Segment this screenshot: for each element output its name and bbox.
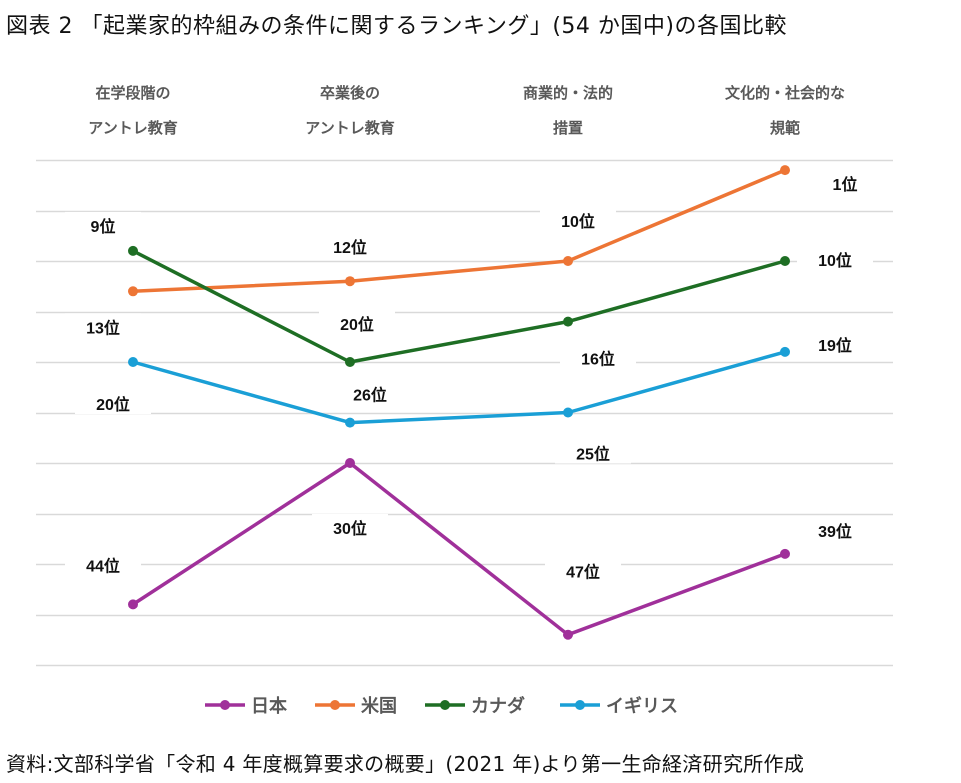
data-point bbox=[128, 599, 138, 610]
data-label: 47位 bbox=[566, 563, 600, 582]
data-point bbox=[563, 407, 573, 418]
figure-title: 図表 2 「起業家的枠組みの条件に関するランキング」(54 か国中)の各国比較 bbox=[6, 14, 787, 39]
data-point bbox=[345, 357, 355, 367]
data-label: 13位 bbox=[86, 318, 120, 337]
data-label-bg bbox=[332, 380, 408, 405]
data-point bbox=[345, 417, 355, 428]
data-point bbox=[563, 256, 573, 266]
data-label-bg bbox=[560, 344, 636, 369]
category-label: 規範 bbox=[770, 119, 800, 137]
data-label: 19位 bbox=[818, 336, 852, 355]
data-label: 1位 bbox=[833, 175, 858, 194]
data-point bbox=[563, 629, 573, 640]
data-point bbox=[780, 548, 790, 559]
series-line-uk bbox=[132, 350, 786, 425]
legend-marker-icon bbox=[220, 700, 230, 710]
category-label: 措置 bbox=[553, 119, 583, 137]
data-point bbox=[780, 346, 790, 357]
data-label: 16位 bbox=[581, 350, 615, 369]
source-note: 資料:文部科学省「令和 4 年度概算要求の概要」(2021 年)より第一生命経済… bbox=[6, 752, 805, 776]
data-point bbox=[780, 256, 790, 266]
data-point bbox=[345, 276, 355, 287]
series-line-usa bbox=[132, 168, 786, 294]
data-label: 20位 bbox=[340, 315, 374, 334]
data-label: 30位 bbox=[333, 519, 367, 538]
legend-marker-icon bbox=[575, 700, 585, 710]
data-point bbox=[128, 286, 138, 297]
category-label: アントレ教育 bbox=[88, 119, 177, 137]
category-label: 商業的・法的 bbox=[523, 84, 613, 102]
data-label: 9位 bbox=[91, 217, 116, 236]
series-line-canada bbox=[132, 249, 786, 364]
data-label-bg bbox=[807, 170, 883, 195]
data-label-bg bbox=[312, 233, 388, 258]
data-label-bg bbox=[65, 211, 141, 236]
data-label: 20位 bbox=[96, 395, 130, 414]
legend-item: 日本 bbox=[205, 695, 287, 717]
data-point bbox=[128, 245, 138, 256]
data-label-bg bbox=[555, 439, 631, 464]
data-point bbox=[563, 316, 573, 327]
legend-marker-icon bbox=[330, 700, 340, 710]
data-label-bg bbox=[65, 313, 141, 338]
data-point bbox=[345, 458, 355, 468]
data-labels: 44位 30位 47位 39位 13位 12位 10位 1位 9位 20位 16位 10位 20位 26位… bbox=[65, 170, 883, 582]
legend: 日本 米国 カナダ イギリス bbox=[205, 695, 678, 717]
data-point bbox=[780, 165, 790, 176]
data-label-bg bbox=[797, 516, 873, 541]
data-label-bg bbox=[75, 390, 151, 414]
category-label: 文化的・社会的な bbox=[725, 84, 845, 102]
data-label-bg bbox=[797, 246, 873, 270]
legend-label: カナダ bbox=[471, 695, 525, 717]
data-label-bg bbox=[545, 557, 621, 582]
legend-item: カナダ bbox=[425, 695, 525, 717]
data-label-bg bbox=[312, 514, 388, 538]
series-line-japan bbox=[132, 461, 786, 637]
data-label: 10位 bbox=[818, 251, 852, 270]
data-label: 44位 bbox=[86, 556, 120, 575]
category-label: 卒業後の bbox=[320, 84, 380, 102]
data-label-bg bbox=[319, 310, 395, 334]
legend-item: 米国 bbox=[315, 695, 397, 717]
data-label: 26位 bbox=[353, 386, 387, 405]
legend-label: 米国 bbox=[361, 695, 397, 717]
data-point bbox=[128, 357, 138, 367]
legend-label: イギリス bbox=[606, 696, 678, 717]
data-label-bg bbox=[540, 207, 616, 231]
data-label: 39位 bbox=[818, 522, 852, 541]
legend-marker-icon bbox=[440, 700, 450, 710]
legend-item: イギリス bbox=[560, 696, 678, 717]
category-label: 在学段階の bbox=[95, 84, 170, 102]
data-label: 12位 bbox=[333, 238, 367, 257]
legend-label: 日本 bbox=[251, 695, 287, 717]
series-lines bbox=[128, 165, 790, 640]
data-label-bg bbox=[65, 551, 141, 576]
data-label-bg bbox=[797, 330, 873, 355]
category-label: アントレ教育 bbox=[305, 119, 394, 137]
gridlines bbox=[36, 159, 893, 667]
data-label: 10位 bbox=[561, 212, 595, 231]
data-label: 25位 bbox=[576, 445, 610, 464]
